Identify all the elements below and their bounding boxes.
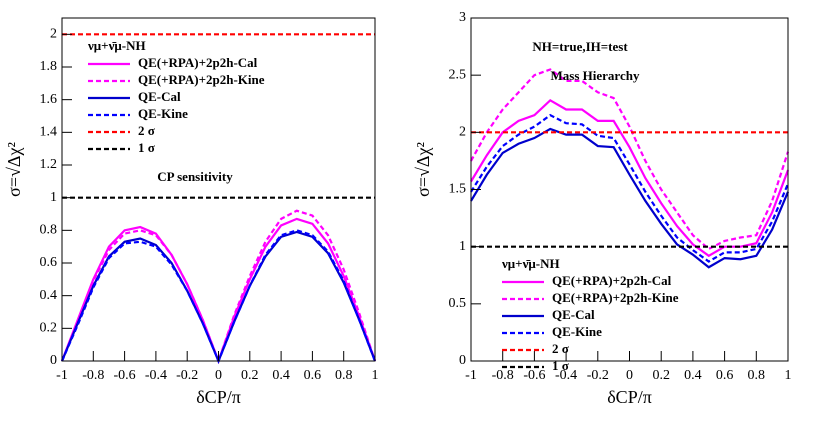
legend-title: νμ+ν̄μ-NH: [501, 256, 560, 271]
x-tick-label: 0.2: [241, 368, 259, 383]
y-tick-label: 2.5: [449, 67, 467, 82]
series-line: [470, 127, 790, 269]
x-tick-label: 0.6: [716, 368, 734, 383]
x-tick-label: 0.8: [335, 368, 353, 383]
y-tick-label: 1.8: [40, 59, 58, 74]
series-line: [470, 98, 790, 258]
x-tick-label: 0: [626, 368, 633, 383]
y-tick-label: 1: [50, 190, 57, 205]
annotation: CP sensitivity: [157, 169, 233, 184]
series-line: [60, 217, 377, 365]
x-tick-label: 0.6: [304, 368, 322, 383]
legend-title: νμ+ν̄μ-NH: [87, 38, 146, 53]
x-tick-label: -0.6: [523, 368, 545, 383]
y-tick-label: 0.2: [40, 321, 58, 336]
legend-label: QE(+RPA)+2p2h-Kine: [138, 72, 265, 87]
annotation: NH=true,IH=test: [532, 39, 628, 54]
y-tick-label: 1.6: [40, 92, 58, 107]
y-tick-label: 0: [50, 353, 57, 368]
x-tick-label: -0.2: [176, 368, 198, 383]
y-tick-label: 1.4: [40, 125, 58, 140]
legend-label: QE-Kine: [552, 324, 602, 339]
y-tick-label: 3: [459, 10, 466, 25]
y-axis-label: σ=√Δχ²: [4, 142, 24, 197]
x-tick-label: 0: [215, 368, 222, 383]
legend-label: QE-Cal: [138, 89, 181, 104]
x-tick-label: -1: [465, 368, 477, 383]
y-tick-label: 1.2: [40, 157, 58, 172]
y-tick-label: 0.6: [40, 255, 58, 270]
x-tick-label: -0.8: [82, 368, 104, 383]
y-tick-label: 0.4: [40, 288, 58, 303]
x-tick-label: -1: [56, 368, 68, 383]
y-axis-label: σ=√Δχ²: [413, 142, 433, 197]
series-line: [60, 209, 377, 365]
x-tick-label: 1: [785, 368, 792, 383]
y-tick-label: 0: [459, 353, 466, 368]
series-line: [470, 113, 790, 263]
x-tick-label: -0.8: [492, 368, 514, 383]
x-tick-label: 0.2: [652, 368, 670, 383]
legend-label: QE-Kine: [138, 106, 188, 121]
legend-label: 2 σ: [552, 341, 569, 356]
series-line: [60, 230, 377, 364]
x-tick-label: -0.6: [114, 368, 136, 383]
legend-label: QE(+RPA)+2p2h-Kine: [552, 290, 679, 305]
x-tick-label: 0.8: [748, 368, 766, 383]
x-axis-label: δCP/π: [196, 387, 241, 407]
x-tick-label: 0.4: [272, 368, 290, 383]
legend-label: 1 σ: [552, 358, 569, 373]
legend-label: QE(+RPA)+2p2h-Cal: [138, 55, 258, 70]
annotation: Mass Hierarchy: [551, 68, 640, 83]
y-tick-label: 1: [459, 239, 466, 254]
series-line: [470, 68, 790, 251]
legend-label: 2 σ: [138, 123, 155, 138]
x-tick-label: -0.4: [145, 368, 167, 383]
x-tick-label: 0.4: [684, 368, 702, 383]
x-tick-label: -0.2: [587, 368, 609, 383]
x-axis-label: δCP/π: [607, 387, 652, 407]
legend-label: QE(+RPA)+2p2h-Cal: [552, 273, 672, 288]
legend-label: QE-Cal: [552, 307, 595, 322]
legend-label: 1 σ: [138, 140, 155, 155]
x-tick-label: 1: [372, 368, 379, 383]
y-tick-label: 2: [50, 27, 57, 42]
y-tick-label: 0.5: [449, 296, 467, 311]
x-tick-label: -0.4: [555, 368, 577, 383]
y-tick-label: 0.8: [40, 223, 58, 238]
y-tick-label: 1.5: [449, 182, 467, 197]
y-tick-label: 2: [459, 125, 466, 140]
